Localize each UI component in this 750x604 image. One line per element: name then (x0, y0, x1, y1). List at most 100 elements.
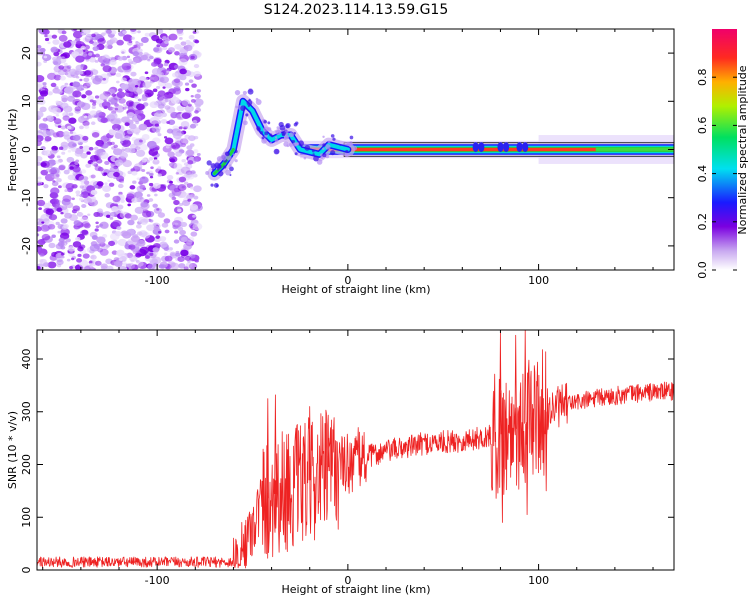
noise-blob (153, 225, 160, 231)
noise-blob (157, 230, 162, 234)
ridge-blob (291, 139, 296, 144)
noise-blob (94, 165, 102, 172)
noise-blob (115, 130, 126, 139)
noise-blob (37, 156, 43, 162)
noise-blob (180, 254, 186, 258)
noise-blob (177, 226, 184, 232)
noise-blob (59, 232, 70, 240)
noise-blob (163, 136, 168, 139)
ridge-blob (225, 169, 231, 176)
ridge-blob (205, 171, 210, 175)
noise-blob (154, 123, 159, 127)
noise-blob (88, 174, 94, 179)
ridge-blob (304, 145, 311, 151)
noise-blob (82, 49, 89, 55)
noise-blob (37, 244, 43, 253)
ridge-blob (226, 155, 232, 161)
noise-blob (156, 29, 164, 34)
colorbar-ticks: 0.0 0.2 0.4 0.6 0.8 (696, 68, 737, 279)
ridge-blob (245, 113, 249, 117)
noise-blob (97, 208, 103, 213)
ridge-blob (221, 154, 227, 161)
noise-blob (149, 252, 154, 256)
noise-blob (138, 161, 144, 166)
noise-blob (77, 253, 82, 258)
noise-blob (120, 141, 124, 144)
noise-blob (173, 78, 181, 84)
noise-blob (149, 127, 157, 133)
snr-xtick-label: 100 (528, 574, 549, 587)
noise-blob (168, 163, 173, 166)
noise-blob (93, 146, 99, 151)
noise-blob (81, 221, 90, 228)
noise-blob (91, 235, 98, 240)
ridge-blob (295, 121, 299, 125)
noise-blob (69, 266, 74, 270)
noise-blob (132, 165, 141, 172)
noise-blob (188, 79, 194, 84)
noise-blob (37, 182, 42, 186)
noise-blob (113, 144, 119, 149)
noise-blob (176, 44, 184, 51)
noise-blob (162, 86, 166, 89)
ridge-blob (261, 138, 267, 144)
noise-blob (109, 59, 117, 66)
noise-blob (81, 189, 85, 192)
noise-blob (177, 208, 182, 213)
noise-blob (76, 40, 82, 45)
colorbar-tick-label: 0.2 (696, 213, 709, 231)
noise-blob (53, 118, 62, 125)
spectrogram-ytick-label: -20 (20, 237, 33, 255)
noise-blob (107, 179, 111, 183)
noise-blob (194, 259, 199, 263)
noise-blob (174, 222, 179, 226)
noise-blob (92, 46, 99, 52)
noise-blob (135, 132, 140, 136)
noise-blob (60, 211, 64, 215)
noise-blob (100, 117, 108, 124)
noise-blob (108, 240, 116, 247)
noise-blob (64, 212, 73, 219)
ridge-blob (322, 153, 327, 158)
noise-blob (80, 266, 86, 270)
noise-blob (85, 90, 93, 96)
noise-blob (71, 148, 77, 152)
noise-blob (66, 156, 75, 163)
noise-blob (61, 255, 65, 259)
noise-blob (112, 195, 121, 203)
noise-blob (110, 205, 119, 212)
noise-blob (74, 161, 79, 165)
snr-xtick-label: 0 (344, 574, 351, 587)
noise-blob (93, 184, 99, 189)
ridge-blob (313, 155, 319, 162)
noise-blob (184, 181, 189, 185)
noise-blob (136, 260, 144, 267)
noise-blob (65, 202, 74, 209)
noise-blob (157, 173, 162, 177)
noise-blob (181, 112, 191, 120)
ridge-blob (294, 152, 298, 156)
noise-blob (147, 58, 151, 62)
noise-blob (141, 134, 150, 141)
snr-ytick-label: 100 (20, 507, 33, 528)
noise-blob (82, 176, 89, 181)
noise-blob (159, 76, 170, 84)
noise-blob (148, 156, 154, 161)
noise-blob (81, 32, 85, 36)
ridge-blob (235, 105, 239, 109)
noise-blob (128, 147, 136, 154)
noise-blob (78, 175, 88, 183)
noise-blob (136, 231, 143, 236)
noise-blob (135, 224, 142, 229)
noise-blob (117, 238, 128, 247)
noise-blob (61, 94, 69, 101)
noise-blob (179, 68, 187, 75)
noise-blob (109, 232, 120, 241)
noise-blob (152, 242, 161, 249)
noise-blob (136, 239, 146, 247)
noise-blob (178, 263, 186, 269)
noise-blob (82, 135, 89, 141)
ridge-blob (216, 168, 220, 171)
noise-blob (163, 252, 168, 256)
noise-blob (47, 261, 57, 269)
